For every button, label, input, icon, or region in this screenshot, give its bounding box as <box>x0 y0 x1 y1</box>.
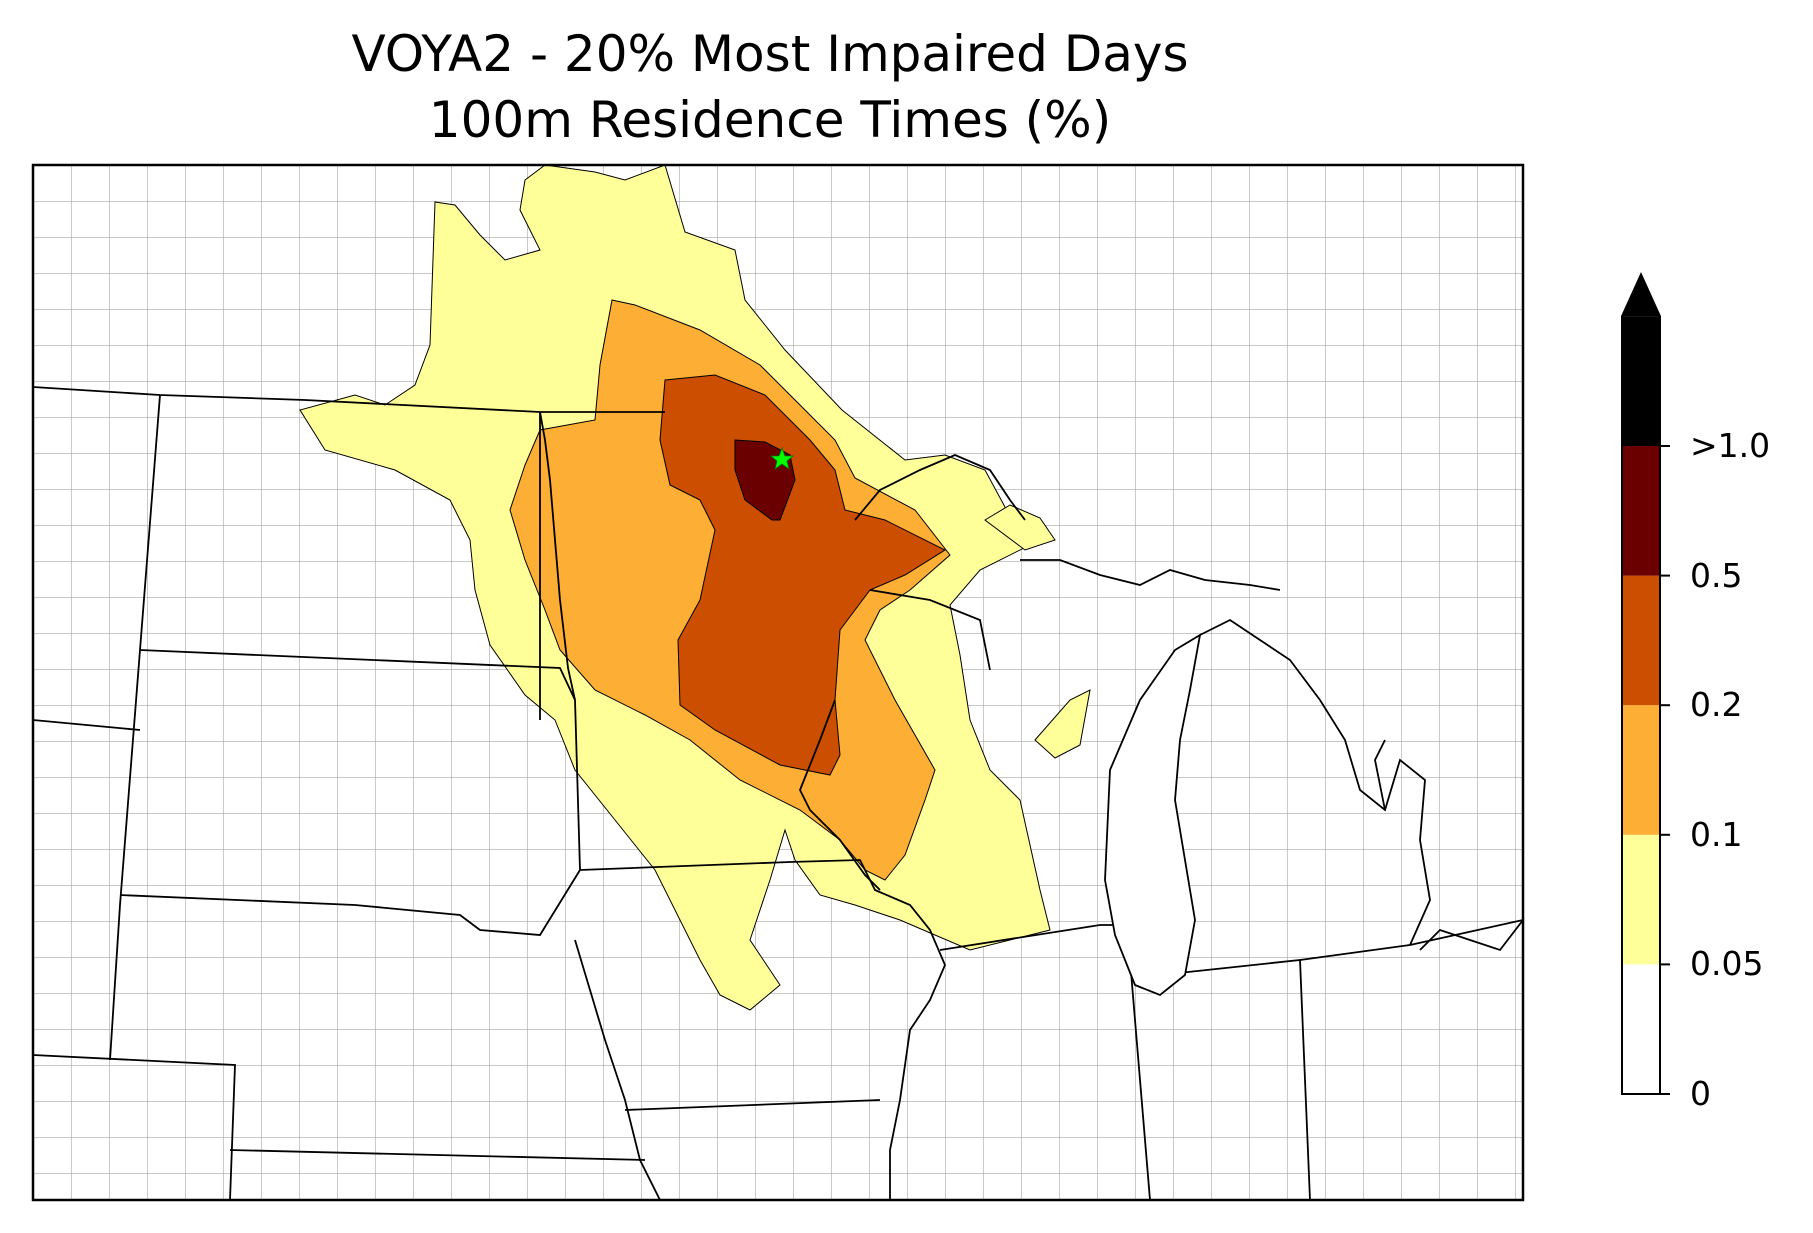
colorbar-label-0.5: 0.5 <box>1690 556 1743 595</box>
colorbar <box>1621 271 1670 1095</box>
colorbar-segment-5 <box>1622 316 1660 446</box>
contour-0.05-east <box>984 504 1056 551</box>
colorbar-label-0.1: 0.1 <box>1690 815 1743 854</box>
colorbar-label-1.0: >1.0 <box>1690 426 1771 465</box>
colorbar-extend-arrow <box>1622 274 1660 317</box>
lake-michigan <box>1104 633 1202 997</box>
map-frame <box>31 163 1525 1202</box>
colorbar-segment-3 <box>1622 575 1660 706</box>
colorbar-segment-0 <box>1622 964 1660 1094</box>
michigan-east-coast <box>1374 739 1523 952</box>
map-title-line1: VOYA2 - 20% Most Impaired Days <box>351 25 1189 83</box>
colorbar-segment-4 <box>1622 446 1660 576</box>
contour-0.05-green-bay <box>1034 689 1091 759</box>
receptor-star-icon <box>769 446 795 470</box>
lake-superior-shore <box>854 454 1281 591</box>
colorbar-outline <box>1621 271 1661 1095</box>
colorbar-label-0.2: 0.2 <box>1690 685 1743 724</box>
state-borders <box>33 386 1523 1200</box>
map-title-line2: 100m Residence Times (%) <box>428 91 1112 149</box>
colorbar-label-0.05: 0.05 <box>1690 944 1764 983</box>
colorbar-segment-2 <box>1622 705 1660 835</box>
colorbar-label-0: 0 <box>1690 1074 1711 1113</box>
colorbar-segment-1 <box>1622 834 1660 965</box>
contour-0.2 <box>659 374 947 776</box>
michigan-lower-peninsula <box>1199 618 1431 946</box>
